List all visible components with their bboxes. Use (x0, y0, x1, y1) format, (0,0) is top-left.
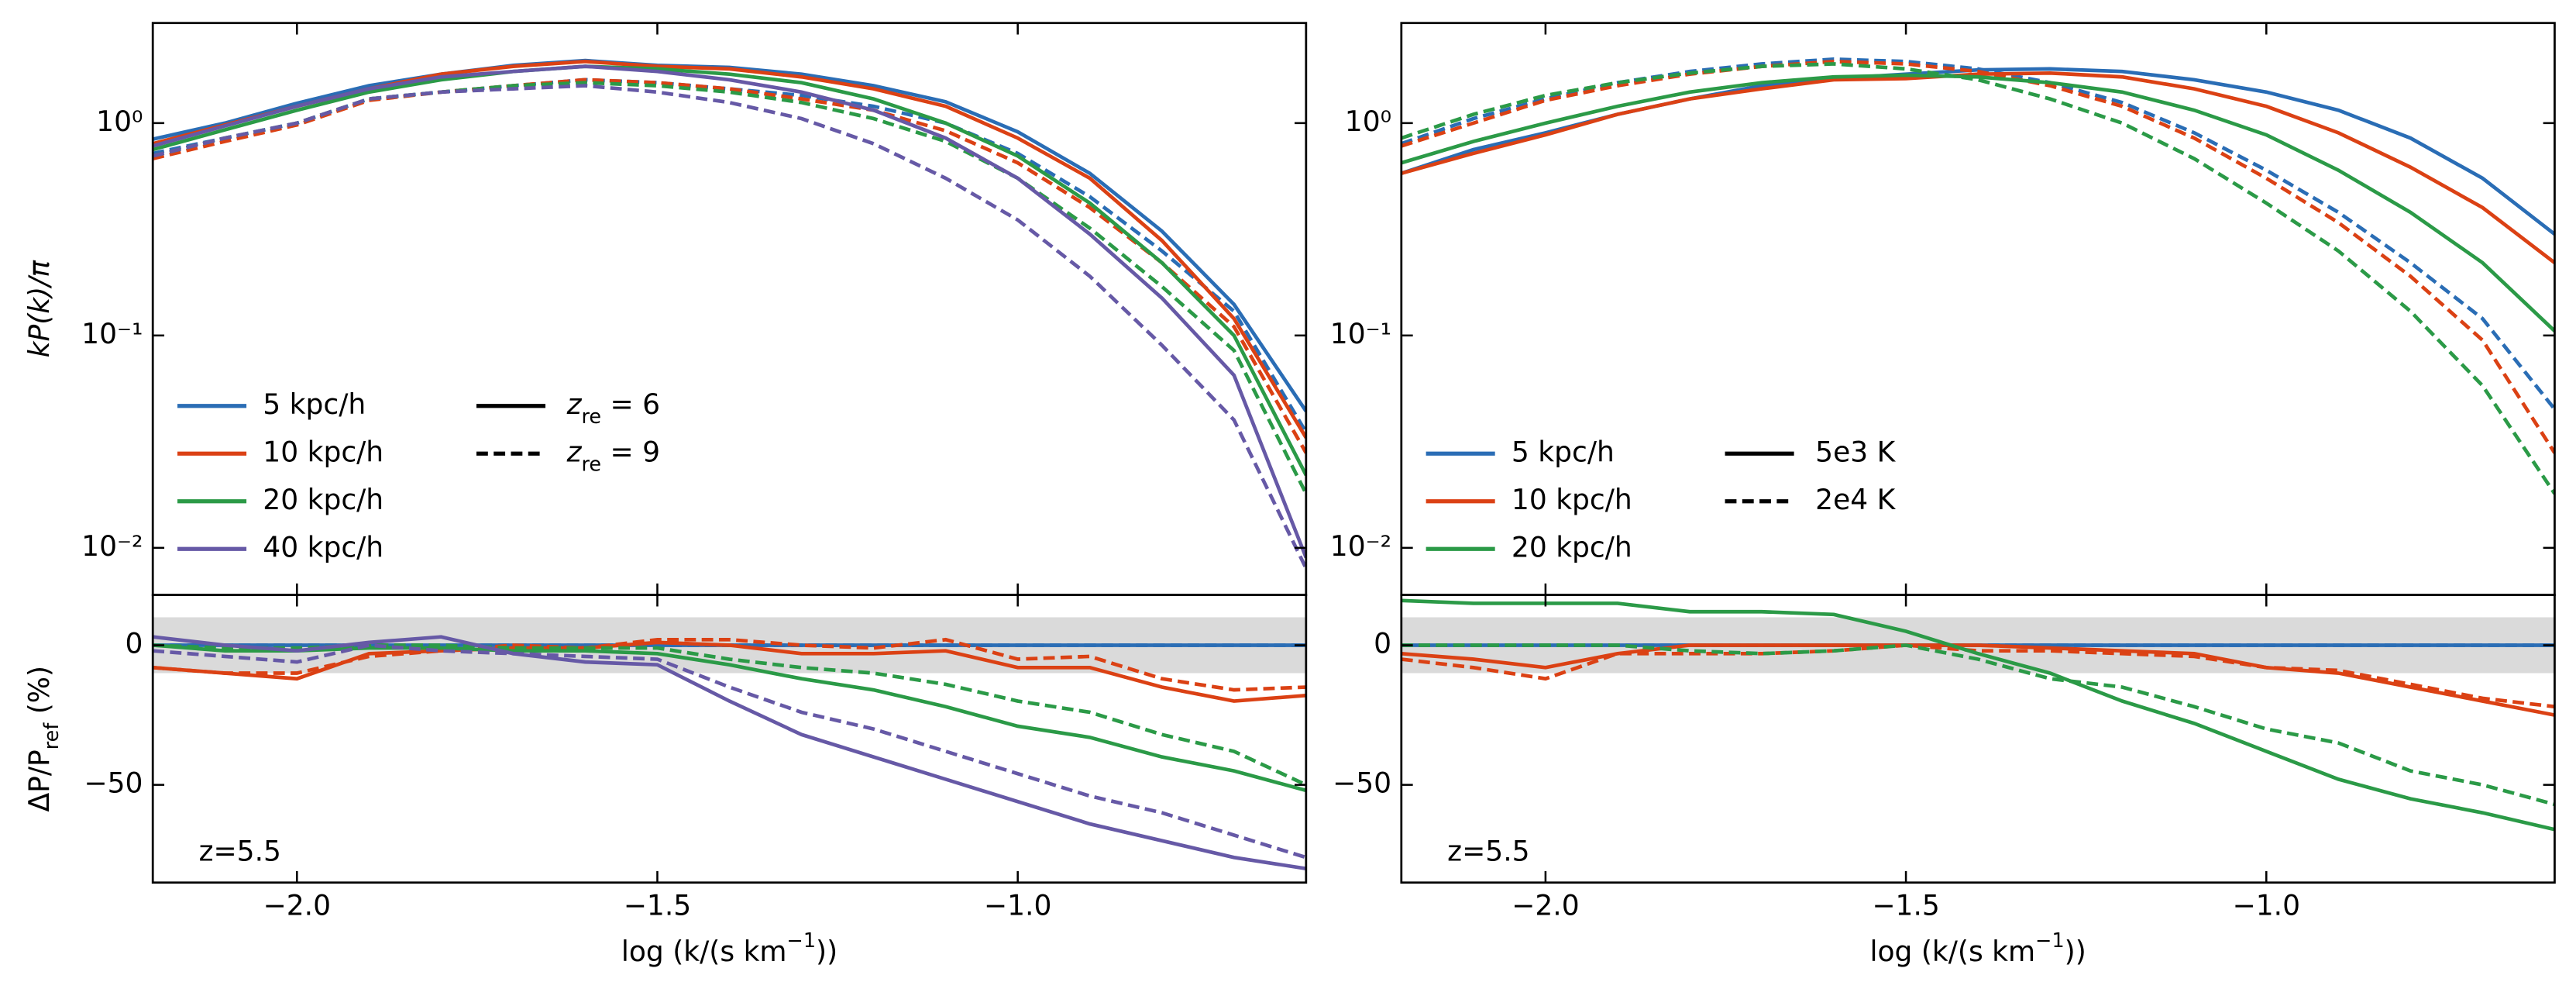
line (1401, 643, 2555, 709)
legend-label-part: z (566, 436, 583, 468)
y-tick-label: 10⁻¹ (81, 319, 143, 350)
line (153, 78, 1306, 433)
y-axis-label-part: ref (40, 722, 63, 750)
y-tick-label: 10⁻¹ (1330, 319, 1391, 350)
y-tick-label: 10⁻² (1330, 531, 1391, 563)
annotation: z=5.5 (1447, 836, 1529, 868)
legend-label: 2e4 K (1815, 484, 1896, 516)
legend-label: zre = 6 (566, 389, 661, 428)
x-axis-label-part: log (k/(s km (621, 936, 787, 968)
x-tick-label: −2.0 (1512, 891, 1580, 922)
x-axis-label-part: −1 (787, 929, 817, 952)
line (1401, 57, 2555, 411)
x-axis-label: log (k/(s km−1)) (621, 929, 837, 968)
legend-label-part: 2e4 K (1815, 484, 1896, 516)
y-tick-label: 10⁻² (81, 531, 143, 563)
x-axis-label-part: )) (2065, 936, 2086, 968)
legend-label-part: z (566, 389, 583, 421)
y-tick-label: 0 (1374, 628, 1391, 660)
x-axis-label-part: log (k/(s km (1869, 936, 2035, 968)
legend-label-part: = 9 (601, 436, 660, 468)
y-axis-label: ΔP/Pref (%) (24, 666, 63, 812)
frame (151, 594, 1308, 884)
x-tick-label: −1.5 (624, 891, 692, 922)
x-tick-label: −1.5 (1872, 891, 1940, 922)
legend-label-part: re (582, 452, 602, 475)
y-tick-label: 10⁰ (96, 106, 143, 138)
line (153, 643, 1306, 860)
line (153, 635, 1306, 871)
line (1401, 71, 2555, 264)
line (1401, 643, 2555, 807)
x-axis-label-part: −1 (2035, 929, 2065, 952)
line (1401, 643, 2555, 717)
x-tick-label: −1.0 (2233, 891, 2301, 922)
frame (1400, 594, 2556, 884)
legend-label: 20 kpc/h (263, 484, 383, 516)
line (153, 64, 1306, 559)
x-axis-label: log (k/(s km−1)) (1869, 929, 2086, 968)
line (153, 637, 1306, 692)
line (153, 60, 1306, 439)
y-tick-label: −50 (1333, 768, 1391, 800)
x-tick-label: −2.0 (263, 891, 332, 922)
y-axis-label-part: ΔP/P (24, 749, 56, 811)
line (1401, 73, 2555, 333)
line (1401, 60, 2555, 454)
legend-label: 20 kpc/h (1512, 532, 1632, 563)
legend-label: 10 kpc/h (263, 436, 383, 468)
annotation: z=5.5 (199, 836, 281, 868)
x-tick-label: −1.0 (984, 891, 1052, 922)
line (153, 84, 1306, 570)
y-tick-label: 0 (126, 628, 143, 660)
legend-label: 40 kpc/h (263, 532, 383, 563)
y-axis-label-part: kP(k)/π (24, 260, 56, 358)
legend-label: 10 kpc/h (1512, 484, 1632, 516)
y-tick-label: −50 (84, 768, 143, 800)
line (153, 81, 1306, 494)
legend-label-part: 5e3 K (1815, 436, 1896, 468)
line (1401, 62, 2555, 495)
legend-label: 5e3 K (1815, 436, 1896, 468)
line (153, 643, 1306, 793)
line (153, 64, 1306, 477)
legend-label: 5 kpc/h (263, 389, 366, 421)
legend-label: zre = 9 (566, 436, 661, 475)
legend-label: 5 kpc/h (1512, 436, 1615, 468)
legend-label-part: re (582, 405, 602, 428)
y-axis-label: kP(k)/π (24, 260, 56, 358)
line (1401, 598, 2555, 832)
y-axis-label-part: (%) (24, 666, 56, 723)
x-axis-label-part: )) (816, 936, 837, 968)
y-tick-label: 10⁰ (1345, 106, 1391, 138)
legend-label-part: = 6 (601, 389, 660, 421)
